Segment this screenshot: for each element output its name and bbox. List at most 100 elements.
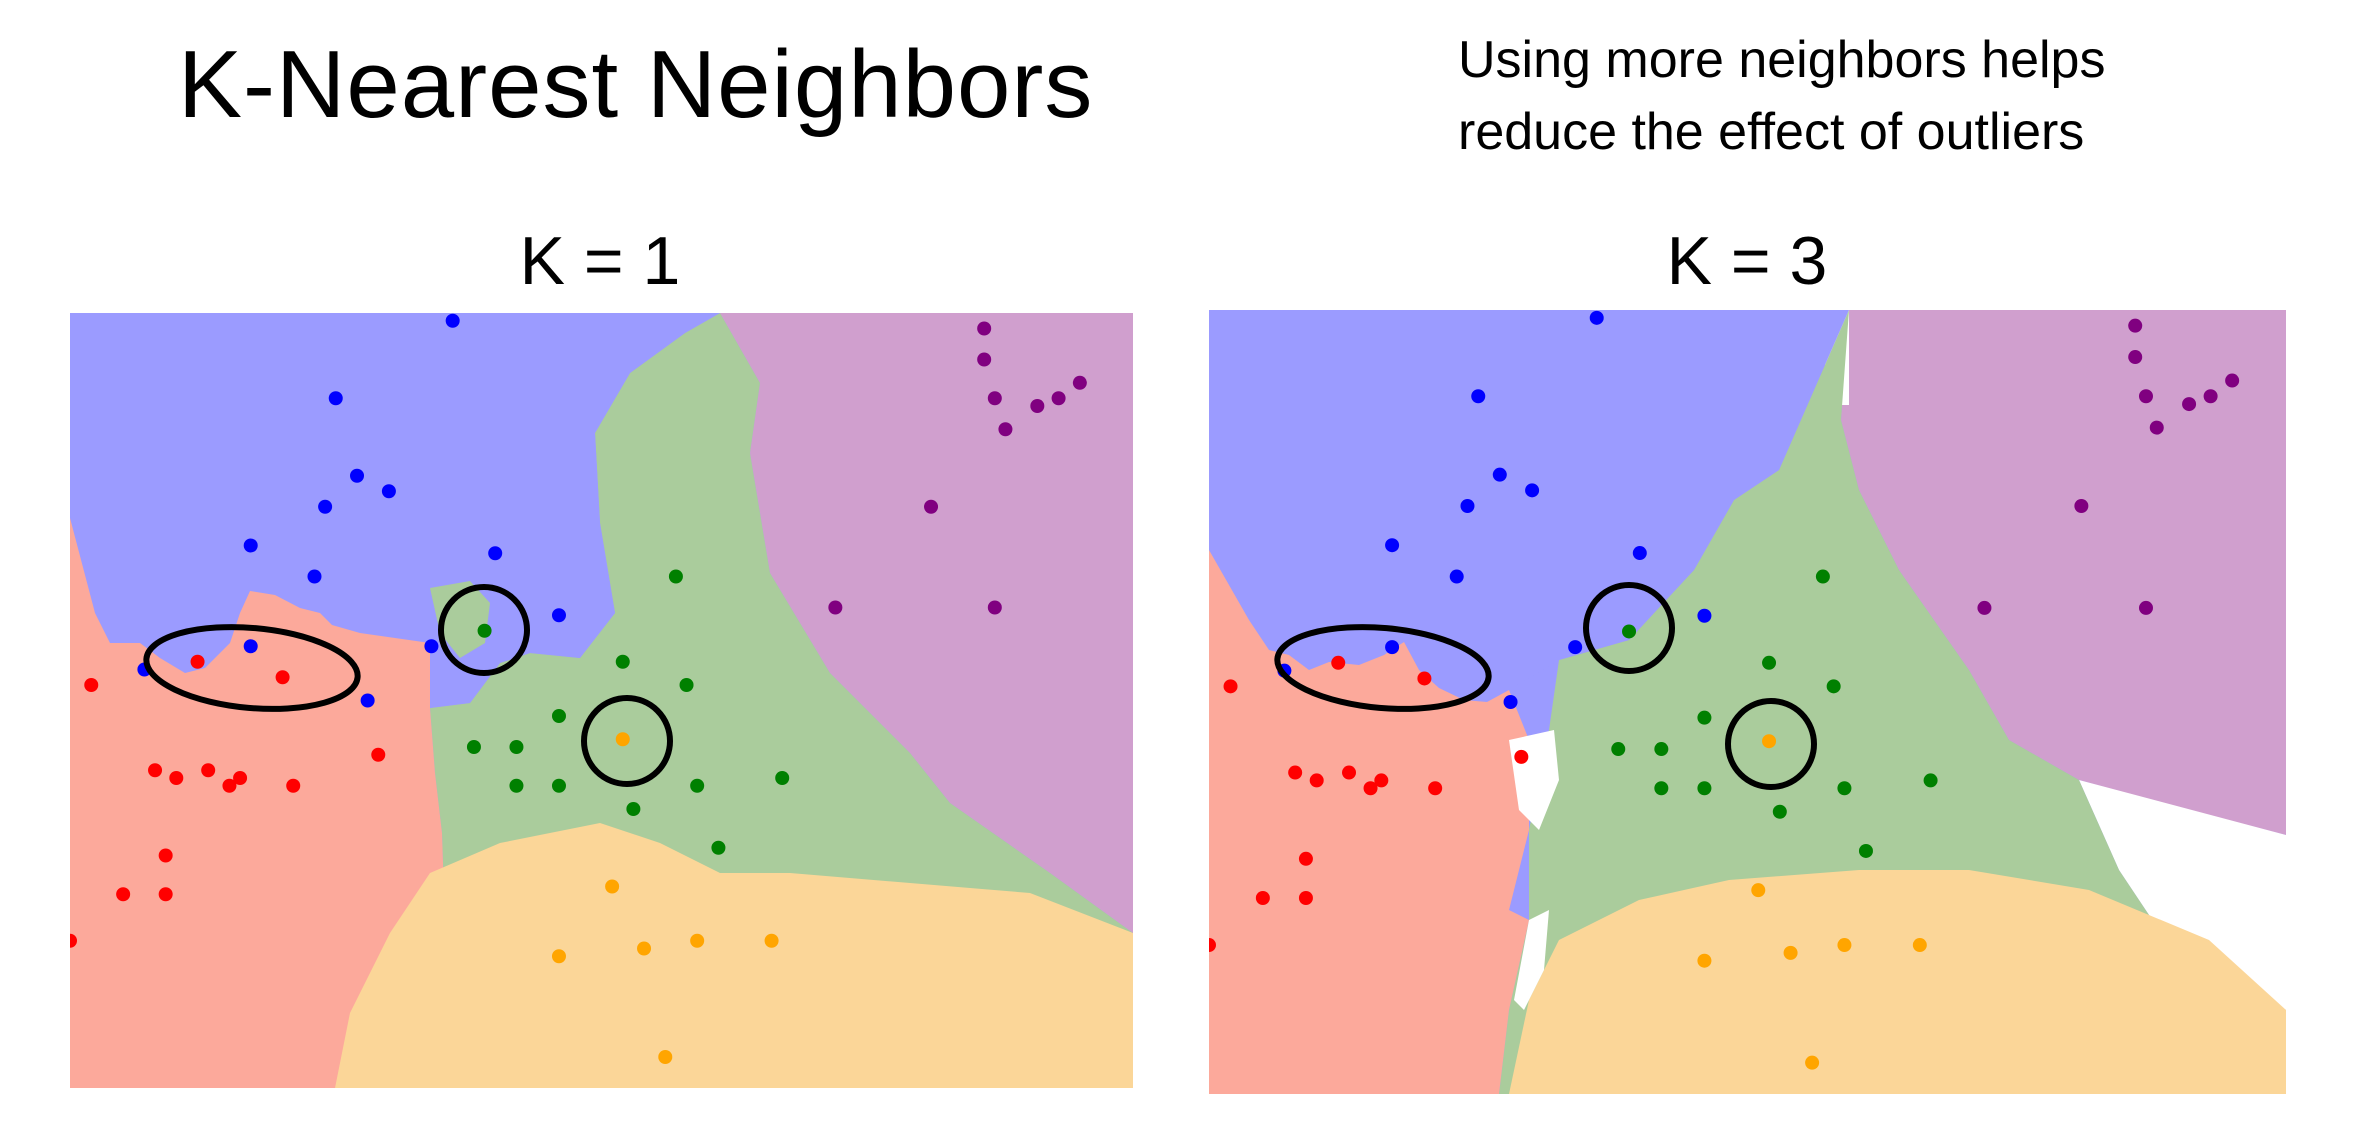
blue-point bbox=[381, 484, 396, 499]
decision-boundary-k1 bbox=[70, 313, 1133, 1088]
subtitle: Using more neighbors helps reduce the ef… bbox=[1458, 24, 2105, 168]
red-point bbox=[1331, 655, 1346, 670]
red-point bbox=[70, 933, 77, 948]
blue-point bbox=[1449, 569, 1464, 584]
green-point bbox=[775, 771, 790, 785]
green-point bbox=[626, 802, 641, 816]
orange-point bbox=[1783, 945, 1798, 960]
red-point bbox=[1342, 765, 1357, 780]
orange-point bbox=[615, 732, 630, 747]
slide-title: K-Nearest Neighbors bbox=[178, 31, 1094, 138]
red-point bbox=[1417, 671, 1432, 686]
k3-label: K = 3 bbox=[1666, 223, 1828, 299]
red-point bbox=[1374, 773, 1389, 788]
red-point bbox=[371, 747, 386, 762]
red-point bbox=[1288, 765, 1303, 780]
green-point bbox=[1815, 569, 1830, 584]
purple-point bbox=[1072, 375, 1087, 390]
purple-point bbox=[2138, 600, 2153, 615]
blue-point bbox=[551, 608, 566, 623]
orange-point bbox=[764, 933, 779, 948]
red-point bbox=[1223, 679, 1238, 694]
region-purple bbox=[1841, 310, 2286, 835]
red-point bbox=[169, 771, 184, 785]
blue-point bbox=[360, 693, 375, 708]
red-point bbox=[158, 848, 173, 863]
green-point bbox=[1697, 710, 1712, 725]
green-point bbox=[615, 654, 630, 669]
blue-point bbox=[243, 538, 258, 553]
outlier-ellipse bbox=[1274, 624, 1492, 712]
blue-point bbox=[328, 391, 343, 406]
red-point bbox=[1428, 781, 1443, 796]
blue-point bbox=[243, 639, 258, 654]
orange-point bbox=[637, 941, 652, 956]
purple-point bbox=[2074, 499, 2089, 513]
purple-point bbox=[828, 600, 843, 615]
purple-point bbox=[977, 352, 992, 367]
red-point bbox=[1298, 851, 1313, 866]
green-point bbox=[1622, 624, 1637, 639]
region-orange bbox=[1509, 870, 2286, 1094]
blue-point bbox=[1492, 467, 1507, 482]
red-point bbox=[190, 654, 205, 669]
k1-label: K = 1 bbox=[519, 223, 681, 299]
green-point bbox=[1654, 781, 1669, 796]
green-point bbox=[551, 709, 566, 723]
orange-point bbox=[690, 933, 705, 948]
red-point bbox=[1209, 938, 1216, 953]
orange-point bbox=[1697, 953, 1712, 968]
green-point bbox=[1654, 742, 1669, 757]
blue-point bbox=[1385, 640, 1400, 655]
red-point bbox=[158, 887, 173, 902]
purple-point bbox=[1030, 399, 1045, 413]
green-point bbox=[509, 740, 524, 754]
purple-point bbox=[2138, 389, 2153, 404]
blue-point bbox=[1589, 310, 1604, 325]
data-points-k1 bbox=[70, 313, 1087, 1064]
purple-point bbox=[2182, 397, 2197, 412]
decision-boundary-k3 bbox=[1209, 310, 2286, 1094]
purple-point bbox=[2149, 420, 2164, 435]
red-point bbox=[201, 763, 216, 778]
green-point bbox=[1858, 843, 1873, 858]
blue-point bbox=[424, 639, 439, 654]
outlier-circle-orange bbox=[1725, 698, 1817, 790]
red-point bbox=[148, 763, 163, 778]
blue-point bbox=[318, 499, 333, 514]
red-point bbox=[1309, 773, 1324, 788]
blue-point bbox=[1697, 608, 1712, 623]
outlier-circle-green bbox=[438, 584, 530, 676]
green-point bbox=[509, 778, 524, 793]
red-point bbox=[233, 771, 248, 785]
outlier-ellipse bbox=[143, 624, 361, 712]
red-point bbox=[286, 778, 301, 793]
green-point bbox=[711, 840, 726, 855]
purple-point bbox=[2225, 373, 2240, 388]
blue-point bbox=[1525, 483, 1540, 498]
data-points-k3 bbox=[1209, 310, 2240, 1070]
blue-point bbox=[1568, 640, 1583, 655]
outlier-circle-orange bbox=[581, 695, 673, 787]
blue-point bbox=[1385, 538, 1400, 553]
purple-point bbox=[998, 422, 1013, 437]
red-point bbox=[222, 778, 237, 793]
orange-point bbox=[551, 949, 566, 964]
purple-point bbox=[987, 391, 1002, 406]
red-point bbox=[275, 670, 290, 685]
red-point bbox=[84, 678, 99, 692]
orange-point bbox=[1837, 938, 1852, 953]
orange-point bbox=[658, 1050, 673, 1064]
red-point bbox=[116, 887, 131, 902]
blue-point bbox=[488, 546, 503, 561]
gap-white-bottom bbox=[1514, 910, 1549, 1010]
blue-point bbox=[1471, 389, 1486, 404]
orange-point bbox=[1762, 734, 1777, 749]
orange-point bbox=[605, 879, 620, 894]
red-point bbox=[1514, 749, 1529, 764]
green-point bbox=[551, 778, 566, 793]
red-point bbox=[1363, 781, 1378, 796]
gap-white-right bbox=[2079, 780, 2286, 1010]
green-point bbox=[679, 678, 694, 692]
subtitle-line-2: reduce the effect of outliers bbox=[1458, 103, 2085, 161]
